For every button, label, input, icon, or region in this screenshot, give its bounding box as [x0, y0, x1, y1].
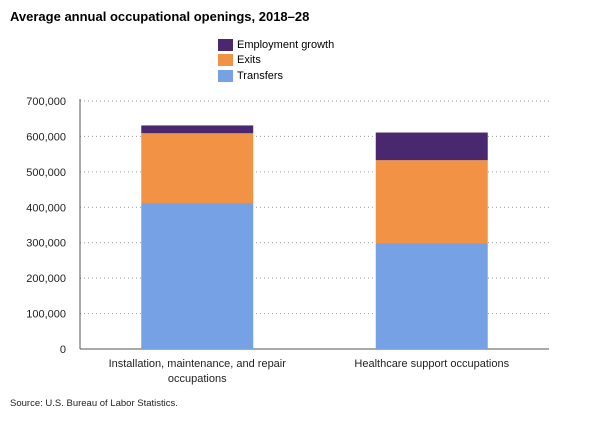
- legend-item-employment-growth: Employment growth: [218, 37, 334, 53]
- y-tick-label: 600,000: [26, 131, 66, 143]
- y-tick-label: 100,000: [26, 309, 66, 321]
- legend-label-exits: Exits: [237, 54, 261, 67]
- bar-segment-transfers: [375, 243, 488, 349]
- legend-swatch-transfers: [218, 69, 233, 82]
- y-tick-label: 500,000: [26, 167, 66, 179]
- y-tick-label: 200,000: [26, 273, 66, 285]
- bar-segment-exits: [375, 160, 488, 244]
- legend-swatch-exits: [218, 54, 233, 67]
- legend-label-transfers: Transfers: [237, 69, 284, 82]
- legend-item-transfers: Transfers: [218, 68, 334, 84]
- bar-segment-employment-growth: [141, 125, 254, 134]
- legend-swatch-employment-growth: [218, 38, 233, 51]
- y-tick-label: 700,000: [26, 96, 66, 108]
- legend: Employment growth Exits Transfers: [218, 37, 334, 84]
- legend-label-employment-growth: Employment growth: [237, 38, 335, 51]
- source-note: Source: U.S. Bureau of Labor Statistics.: [10, 398, 178, 409]
- y-tick-label: 400,000: [26, 202, 66, 214]
- bar-segment-exits: [141, 133, 254, 204]
- bar-segment-employment-growth: [375, 132, 488, 161]
- legend-item-exits: Exits: [218, 53, 334, 69]
- x-category-label-installation: Installation, maintenance, and repair oc…: [108, 358, 286, 385]
- chart-title: Average annual occupational openings, 20…: [10, 9, 310, 24]
- x-category-label-healthcare: Healthcare support occupations: [354, 358, 510, 370]
- bar-segment-transfers: [141, 203, 254, 349]
- y-tick-label: 0: [60, 344, 66, 356]
- y-tick-label: 300,000: [26, 238, 66, 250]
